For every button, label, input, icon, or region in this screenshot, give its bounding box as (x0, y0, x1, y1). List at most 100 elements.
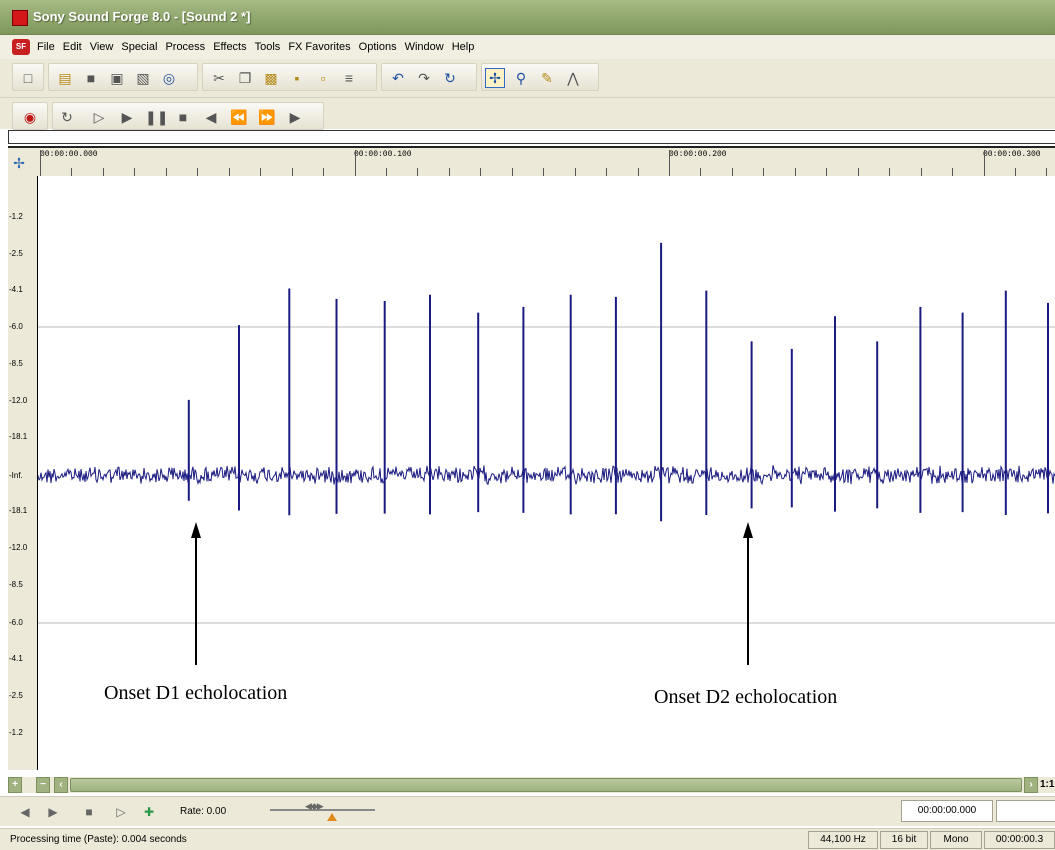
go-to-end-icon[interactable]: ▶ (285, 107, 305, 127)
scroll-right-button[interactable]: › (1024, 777, 1038, 793)
bit-depth-field[interactable]: 16 bit (880, 831, 928, 849)
menu-options[interactable]: Options (359, 41, 397, 53)
time-ruler[interactable]: ✢ 00:00:00.000 00:00:00.100 00:00:00.200… (8, 146, 1055, 176)
mix-icon[interactable]: ▪ (287, 68, 307, 88)
menu-special[interactable]: Special (121, 41, 157, 53)
ruler-minor-tick (826, 168, 827, 176)
ruler-major-tick (984, 150, 985, 176)
toolbar-group-record: ◉ (12, 102, 48, 130)
open-folder-icon[interactable]: ▤ (55, 68, 75, 88)
toolbar-group-tools: ✢ ⚲ ✎ ⋀ (481, 63, 599, 91)
y-label: -8.5 (9, 580, 23, 589)
record-icon[interactable]: ◉ (20, 107, 40, 127)
new-file-icon[interactable]: □ (18, 68, 38, 88)
y-label: -2.5 (9, 249, 23, 258)
crossfade-icon[interactable]: ▫ (313, 68, 333, 88)
y-label: -18.1 (9, 432, 27, 441)
window-title: Sony Sound Forge 8.0 - [Sound 2 *] (33, 9, 250, 24)
level-axis: -1.2 -2.5 -4.1 -6.0 -8.5 -12.0 -18.1 -In… (8, 176, 38, 770)
app-icon[interactable] (12, 10, 28, 26)
menu-window[interactable]: Window (405, 41, 444, 53)
toolbar-group-edit: ✂ ❐ ▩ ▪ ▫ ≡ (202, 63, 377, 91)
ruler-minor-tick (952, 168, 953, 176)
waveform-svg (38, 176, 1055, 770)
scroll-left-button[interactable]: ‹ (54, 777, 68, 793)
save-all-icon[interactable]: ▣ (107, 68, 127, 88)
time-display-secondary[interactable] (996, 800, 1055, 822)
ruler-minor-tick (134, 168, 135, 176)
go-to-start-icon[interactable]: ◀ (201, 107, 221, 127)
menu-edit[interactable]: Edit (63, 41, 82, 53)
document-icon[interactable]: SF (12, 39, 30, 55)
rate-marker-icon (327, 813, 337, 821)
envelope-tool-icon[interactable]: ⋀ (563, 68, 583, 88)
ruler-minor-tick (229, 168, 230, 176)
fast-forward-icon[interactable]: ⏩ (257, 107, 277, 127)
sample-rate-field[interactable]: 44,100 Hz (808, 831, 878, 849)
save-icon[interactable]: ■ (81, 68, 101, 88)
rate-slider-knob-icon[interactable]: ◀◆▶ (305, 801, 323, 812)
transport-toolbar: ◉ ↻ ▷ ▶ ❚❚ ■ ◀ ⏪ ⏩ ▶ (0, 97, 1055, 129)
menu-effects[interactable]: Effects (213, 41, 246, 53)
play-all-icon[interactable]: ▷ (89, 107, 109, 127)
copy-icon[interactable]: ❐ (235, 68, 255, 88)
scroll-thumb[interactable] (70, 778, 1022, 792)
zoom-out-button[interactable]: − (36, 777, 50, 793)
ruler-minor-tick (763, 168, 764, 176)
y-label: -2.5 (9, 691, 23, 700)
redo-icon[interactable]: ↷ (414, 68, 434, 88)
stop-icon[interactable]: ■ (173, 107, 193, 127)
ruler-minor-tick (732, 168, 733, 176)
ruler-minor-tick (260, 168, 261, 176)
go-to-end-icon[interactable]: ▶ (44, 803, 62, 821)
waveform-display[interactable]: Onset D1 echolocation Onset D2 echolocat… (38, 176, 1055, 770)
render-icon[interactable]: ▧ (133, 68, 153, 88)
pause-icon[interactable]: ❚❚ (145, 107, 165, 127)
ruler-minor-tick (386, 168, 387, 176)
edit-tool-icon[interactable]: ✢ (485, 68, 505, 88)
status-bar: Processing time (Paste): 0.004 seconds 4… (0, 828, 1055, 850)
channels-field[interactable]: Mono (930, 831, 982, 849)
undo-icon[interactable]: ↶ (388, 68, 408, 88)
zoom-ratio[interactable]: 1:1 (1040, 779, 1054, 790)
arrow-d2 (743, 522, 753, 665)
ruler-label-0: 00:00:00.000 (40, 150, 98, 159)
loop-icon[interactable]: ↻ (57, 107, 77, 127)
ruler-minor-tick (700, 168, 701, 176)
ruler-minor-tick (638, 168, 639, 176)
horizontal-scrollbar[interactable]: + − ‹ › 1:1 (8, 777, 1055, 793)
menu-tools[interactable]: Tools (255, 41, 281, 53)
ruler-major-tick (669, 150, 670, 176)
play-icon[interactable]: ▶ (117, 107, 137, 127)
ruler-major-tick (355, 150, 356, 176)
menu-view[interactable]: View (90, 41, 114, 53)
y-label: -4.1 (9, 654, 23, 663)
paste-icon[interactable]: ▩ (261, 68, 281, 88)
ruler-minor-tick (575, 168, 576, 176)
y-label: -6.0 (9, 322, 23, 331)
y-label: -Inf. (9, 471, 23, 480)
position-field[interactable]: 00:00:00.3 (984, 831, 1055, 849)
zoom-in-button[interactable]: + (8, 777, 22, 793)
stop-icon[interactable]: ■ (80, 803, 98, 821)
menu-fx-favorites[interactable]: FX Favorites (288, 41, 350, 53)
go-to-start-icon[interactable]: ◀ (16, 803, 34, 821)
noise-floor (38, 465, 1055, 484)
time-display[interactable]: 00:00:00.000 (901, 800, 993, 822)
ruler-minor-tick (417, 168, 418, 176)
move-cursor-icon[interactable]: ✢ (10, 154, 28, 172)
play-icon[interactable]: ▷ (112, 803, 130, 821)
trim-icon[interactable]: ≡ (339, 68, 359, 88)
repeat-icon[interactable]: ↻ (440, 68, 460, 88)
menu-file[interactable]: File (37, 41, 55, 53)
pencil-tool-icon[interactable]: ✎ (537, 68, 557, 88)
rewind-icon[interactable]: ⏪ (229, 107, 249, 127)
rate-label: Rate: 0.00 (180, 806, 226, 817)
play-plus-icon[interactable]: ✚ (140, 803, 158, 821)
properties-icon[interactable]: ◎ (159, 68, 179, 88)
cut-icon[interactable]: ✂ (209, 68, 229, 88)
magnify-tool-icon[interactable]: ⚲ (511, 68, 531, 88)
menu-help[interactable]: Help (452, 41, 475, 53)
overview-bar[interactable] (8, 130, 1055, 144)
menu-process[interactable]: Process (165, 41, 205, 53)
